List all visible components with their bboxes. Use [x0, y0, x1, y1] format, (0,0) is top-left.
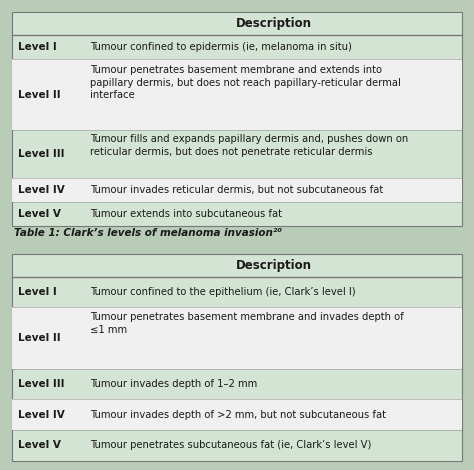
- Bar: [12, 399, 462, 430]
- Text: Table 1: Clark’s levels of melanoma invasion²⁰: Table 1: Clark’s levels of melanoma inva…: [14, 228, 282, 238]
- Text: Tumour confined to epidermis (ie, melanoma in situ): Tumour confined to epidermis (ie, melano…: [90, 42, 352, 52]
- Text: Description: Description: [236, 17, 312, 30]
- Text: Tumour invades depth of >2 mm, but not subcutaneous fat: Tumour invades depth of >2 mm, but not s…: [90, 409, 386, 420]
- Text: Tumour invades depth of 1–2 mm: Tumour invades depth of 1–2 mm: [90, 379, 257, 389]
- Text: Level IV: Level IV: [18, 185, 64, 195]
- Text: Level IV: Level IV: [18, 409, 64, 420]
- Bar: [12, 59, 462, 131]
- Text: Tumour confined to the epithelium (ie, Clark’s level I): Tumour confined to the epithelium (ie, C…: [90, 287, 356, 297]
- Bar: [12, 12, 462, 226]
- Text: Level V: Level V: [18, 440, 60, 450]
- Text: Level II: Level II: [18, 90, 60, 100]
- Text: Tumour fills and expands papillary dermis and, pushes down on
reticular dermis, : Tumour fills and expands papillary dermi…: [90, 134, 408, 157]
- Text: Level III: Level III: [18, 149, 64, 159]
- Text: Tumour penetrates basement membrane and invades depth of
≤1 mm: Tumour penetrates basement membrane and …: [90, 312, 404, 335]
- Text: Level I: Level I: [18, 287, 56, 297]
- Bar: [12, 178, 462, 202]
- Text: Tumour penetrates subcutaneous fat (ie, Clark’s level V): Tumour penetrates subcutaneous fat (ie, …: [90, 440, 371, 450]
- Text: Level I: Level I: [18, 42, 56, 52]
- Text: Level V: Level V: [18, 209, 60, 219]
- Text: Level II: Level II: [18, 333, 60, 343]
- Text: Tumour extends into subcutaneous fat: Tumour extends into subcutaneous fat: [90, 209, 282, 219]
- Text: Level III: Level III: [18, 379, 64, 389]
- Bar: [12, 254, 462, 461]
- Bar: [12, 307, 462, 368]
- Text: Tumour invades reticular dermis, but not subcutaneous fat: Tumour invades reticular dermis, but not…: [90, 185, 383, 195]
- Text: Description: Description: [236, 258, 312, 272]
- Text: Tumour penetrates basement membrane and extends into
papillary dermis, but does : Tumour penetrates basement membrane and …: [90, 65, 401, 101]
